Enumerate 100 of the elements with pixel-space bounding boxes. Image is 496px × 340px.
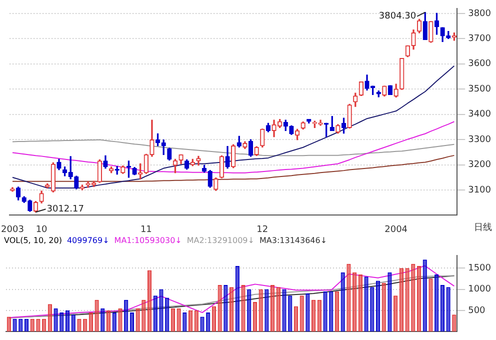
bar	[182, 312, 187, 332]
text: MA3:13143646↓	[259, 236, 328, 247]
bar	[159, 289, 164, 332]
bar	[71, 314, 76, 332]
y-tick-label: 3400	[468, 110, 492, 120]
bar	[153, 296, 158, 332]
bar	[136, 308, 140, 332]
y-tick-label: 1000	[468, 284, 492, 295]
bar	[48, 304, 52, 332]
y-tick-label: 3800	[468, 8, 492, 19]
bar	[106, 310, 111, 332]
bar	[147, 270, 152, 332]
annotation: 3012.17	[46, 204, 84, 214]
bar	[276, 287, 280, 332]
bar	[100, 308, 105, 332]
bar	[165, 298, 170, 332]
bar	[294, 306, 298, 332]
bar	[370, 287, 374, 332]
bar	[241, 285, 246, 332]
bar	[247, 289, 252, 332]
bar	[130, 312, 134, 332]
text: MA1:10593030↓	[114, 236, 182, 247]
bar	[188, 310, 193, 332]
y-tick-label: 3600	[468, 59, 492, 70]
bar	[88, 312, 93, 332]
bar	[422, 260, 427, 332]
bar	[405, 268, 410, 332]
bar	[282, 289, 286, 332]
bar	[264, 289, 269, 332]
x-tick-label: 12	[256, 224, 268, 235]
bar	[6, 316, 11, 332]
text: MA2:13291009↓	[186, 236, 254, 247]
bar	[212, 306, 216, 332]
bar	[416, 266, 422, 332]
bar	[270, 285, 275, 332]
legend-title: VOL(5, 10, 20)	[4, 236, 62, 247]
bar	[118, 308, 122, 332]
bar	[411, 264, 416, 332]
bar	[300, 296, 304, 332]
bar	[42, 318, 46, 332]
bar	[224, 285, 228, 332]
bar	[252, 302, 258, 332]
y-tick-label: 1500	[468, 263, 492, 274]
y-tick-label: 500	[468, 306, 486, 316]
bar	[323, 291, 328, 332]
bar	[376, 280, 380, 332]
bar	[364, 276, 368, 332]
x-tick-label: 2004	[384, 224, 408, 235]
bar	[36, 318, 40, 332]
bar	[329, 291, 334, 332]
bar	[346, 264, 351, 332]
bar	[452, 314, 456, 332]
y-tick-label: 3500	[468, 84, 492, 94]
bar	[235, 266, 240, 332]
bar	[30, 318, 34, 332]
y-tick-label: 3300	[468, 134, 492, 145]
bar	[77, 318, 82, 332]
text: 4099769↓	[66, 236, 110, 247]
bar	[206, 312, 210, 332]
y-tick-label: 3200	[468, 160, 492, 170]
x-tick-label: 11	[140, 224, 152, 235]
bar	[112, 312, 116, 332]
text: 日线	[474, 222, 492, 234]
bar	[446, 287, 450, 332]
bar	[334, 291, 340, 332]
bar	[60, 312, 64, 332]
x-tick-label: 10	[36, 224, 48, 235]
bar	[194, 310, 198, 332]
bar	[312, 300, 316, 332]
bar	[428, 278, 433, 332]
bar	[258, 289, 263, 332]
bar	[352, 272, 357, 332]
bar	[288, 296, 292, 332]
annotation: 3804.30	[378, 12, 416, 22]
bar	[306, 294, 310, 332]
bar	[54, 308, 58, 332]
bar	[434, 274, 439, 332]
bar	[124, 300, 128, 332]
bar	[65, 310, 70, 332]
bar	[200, 316, 204, 332]
bar	[218, 285, 222, 332]
bar	[340, 272, 345, 332]
bar	[18, 318, 23, 332]
bar	[382, 282, 386, 332]
bar	[317, 300, 322, 332]
x-tick-label: 2003	[1, 224, 24, 235]
bar	[230, 287, 234, 332]
bar	[399, 268, 404, 332]
bar	[440, 285, 444, 332]
bar	[176, 308, 181, 332]
bar	[142, 300, 146, 332]
y-tick-label: 3700	[468, 34, 492, 44]
bar	[170, 308, 176, 332]
bar	[12, 318, 17, 332]
bar	[388, 272, 392, 332]
y-tick-label: 3100	[468, 185, 492, 196]
bar	[24, 318, 29, 332]
bar	[94, 300, 99, 332]
bar	[394, 296, 398, 332]
bar	[358, 274, 362, 332]
